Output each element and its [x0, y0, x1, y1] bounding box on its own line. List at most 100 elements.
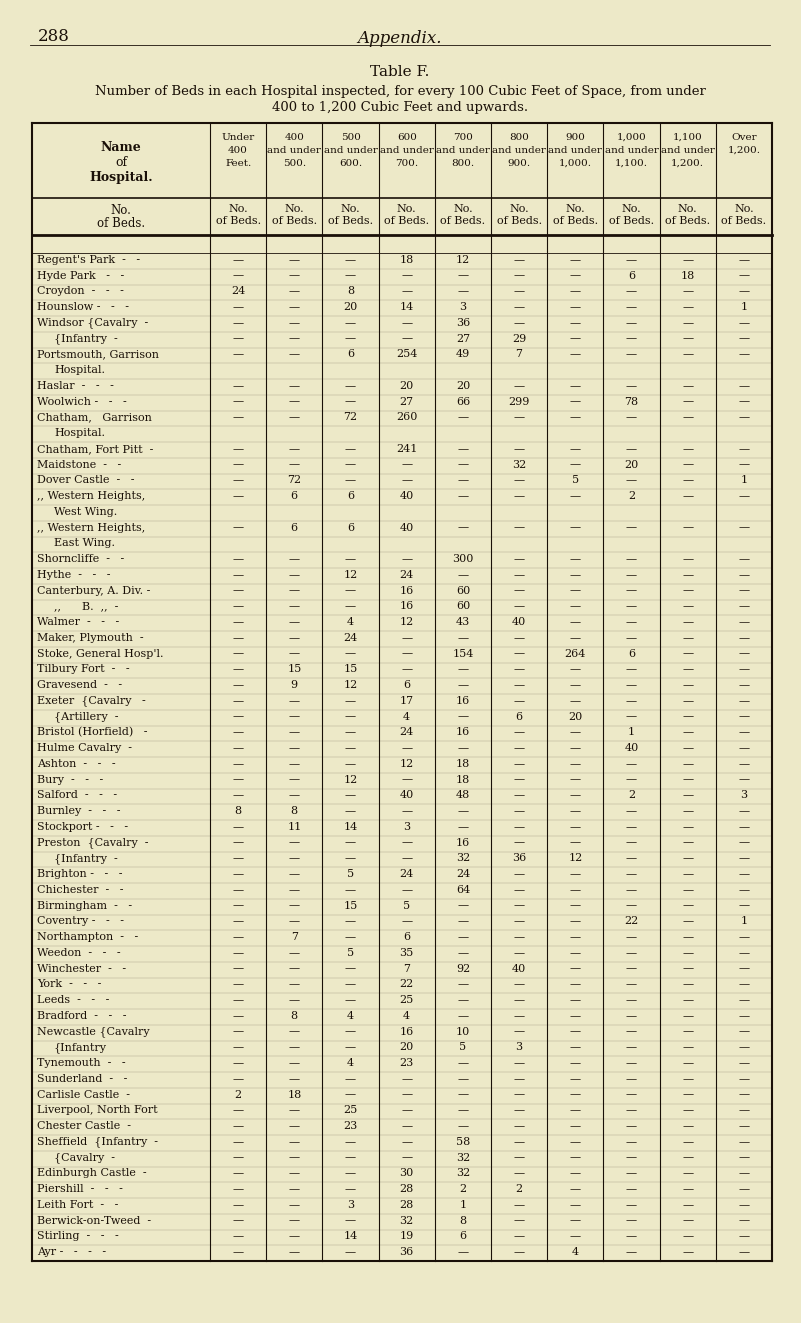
Text: 24: 24	[231, 286, 245, 296]
Text: Walmer  -   -   -: Walmer - - -	[37, 617, 119, 627]
Text: Piershill  -   -   -: Piershill - - -	[37, 1184, 123, 1195]
Text: —: —	[570, 947, 581, 958]
Text: —: —	[739, 1216, 750, 1225]
Text: 72: 72	[344, 413, 357, 422]
Text: —: —	[739, 413, 750, 422]
Text: —: —	[739, 933, 750, 942]
Text: —: —	[288, 271, 300, 280]
Text: —: —	[513, 1011, 525, 1021]
Text: 1,000.: 1,000.	[559, 159, 592, 168]
Text: —: —	[570, 696, 581, 706]
Text: —: —	[513, 775, 525, 785]
Text: 16: 16	[400, 602, 414, 611]
Text: —: —	[345, 806, 356, 816]
Text: —: —	[570, 885, 581, 894]
Text: —: —	[232, 475, 244, 486]
Text: —: —	[288, 1168, 300, 1179]
Text: —: —	[232, 318, 244, 328]
Text: —: —	[345, 979, 356, 990]
Text: 6: 6	[459, 1232, 466, 1241]
Text: 15: 15	[344, 901, 357, 910]
Text: —: —	[345, 554, 356, 564]
Text: 241: 241	[396, 445, 417, 454]
Text: Liverpool, North Fort: Liverpool, North Fort	[37, 1106, 158, 1115]
Text: —: —	[682, 523, 693, 533]
Text: —: —	[570, 790, 581, 800]
Text: —: —	[345, 963, 356, 974]
Text: —: —	[570, 963, 581, 974]
Text: —: —	[401, 885, 413, 894]
Text: 1,100.: 1,100.	[615, 159, 648, 168]
Text: —: —	[288, 381, 300, 390]
Text: —: —	[513, 885, 525, 894]
Text: —: —	[570, 917, 581, 926]
Text: —: —	[682, 1168, 693, 1179]
Text: —: —	[739, 1011, 750, 1021]
Text: —: —	[739, 349, 750, 360]
Text: —: —	[401, 1121, 413, 1131]
Text: —: —	[739, 680, 750, 691]
Text: —: —	[401, 333, 413, 344]
Text: —: —	[513, 255, 525, 265]
Text: —: —	[457, 680, 469, 691]
Text: 32: 32	[512, 459, 526, 470]
Text: —: —	[457, 1106, 469, 1115]
Text: —: —	[570, 1232, 581, 1241]
Text: —: —	[739, 286, 750, 296]
Text: 299: 299	[509, 397, 529, 406]
Text: —: —	[232, 523, 244, 533]
Text: 6: 6	[403, 680, 410, 691]
Text: —: —	[682, 302, 693, 312]
Text: 260: 260	[396, 413, 417, 422]
Text: —: —	[513, 1074, 525, 1084]
Text: —: —	[457, 570, 469, 579]
Text: —: —	[345, 445, 356, 454]
Text: —: —	[682, 680, 693, 691]
Text: —: —	[232, 933, 244, 942]
Text: —: —	[739, 1074, 750, 1084]
Text: Sheffield  {Infantry  -: Sheffield {Infantry -	[37, 1136, 158, 1147]
Text: —: —	[626, 1232, 637, 1241]
Text: —: —	[457, 1090, 469, 1099]
Text: —: —	[232, 1216, 244, 1225]
Text: —: —	[457, 806, 469, 816]
Text: —: —	[682, 554, 693, 564]
Text: 35: 35	[400, 947, 414, 958]
Text: 600.: 600.	[339, 159, 362, 168]
Text: —: —	[288, 995, 300, 1005]
Text: —: —	[739, 744, 750, 753]
Text: 20: 20	[624, 459, 638, 470]
Text: —: —	[288, 901, 300, 910]
Text: —: —	[739, 459, 750, 470]
Text: {Infantry  -: {Infantry -	[54, 853, 118, 864]
Text: —: —	[232, 554, 244, 564]
Text: 6: 6	[628, 271, 635, 280]
Text: —: —	[739, 632, 750, 643]
Text: —: —	[513, 1216, 525, 1225]
Text: 6: 6	[516, 712, 523, 721]
Text: —: —	[232, 1043, 244, 1052]
Text: —: —	[345, 586, 356, 595]
Text: —: —	[457, 286, 469, 296]
Text: —: —	[570, 1043, 581, 1052]
Text: —: —	[232, 570, 244, 579]
Text: —: —	[682, 790, 693, 800]
Text: 1: 1	[740, 302, 747, 312]
Text: —: —	[288, 744, 300, 753]
Text: —: —	[345, 602, 356, 611]
Text: —: —	[513, 901, 525, 910]
Text: 1: 1	[459, 1200, 466, 1209]
Text: —: —	[739, 333, 750, 344]
Text: —: —	[739, 491, 750, 501]
Text: —: —	[232, 728, 244, 737]
Text: Salford  -   -   -: Salford - - -	[37, 790, 117, 800]
Text: Sunderland  -   -: Sunderland - -	[37, 1074, 127, 1084]
Text: —: —	[739, 381, 750, 390]
Text: —: —	[739, 1168, 750, 1179]
Text: 6: 6	[403, 933, 410, 942]
Text: 2: 2	[628, 790, 635, 800]
Text: —: —	[232, 617, 244, 627]
Text: —: —	[626, 979, 637, 990]
Text: 24: 24	[400, 570, 414, 579]
Text: of Beds.: of Beds.	[215, 216, 260, 226]
